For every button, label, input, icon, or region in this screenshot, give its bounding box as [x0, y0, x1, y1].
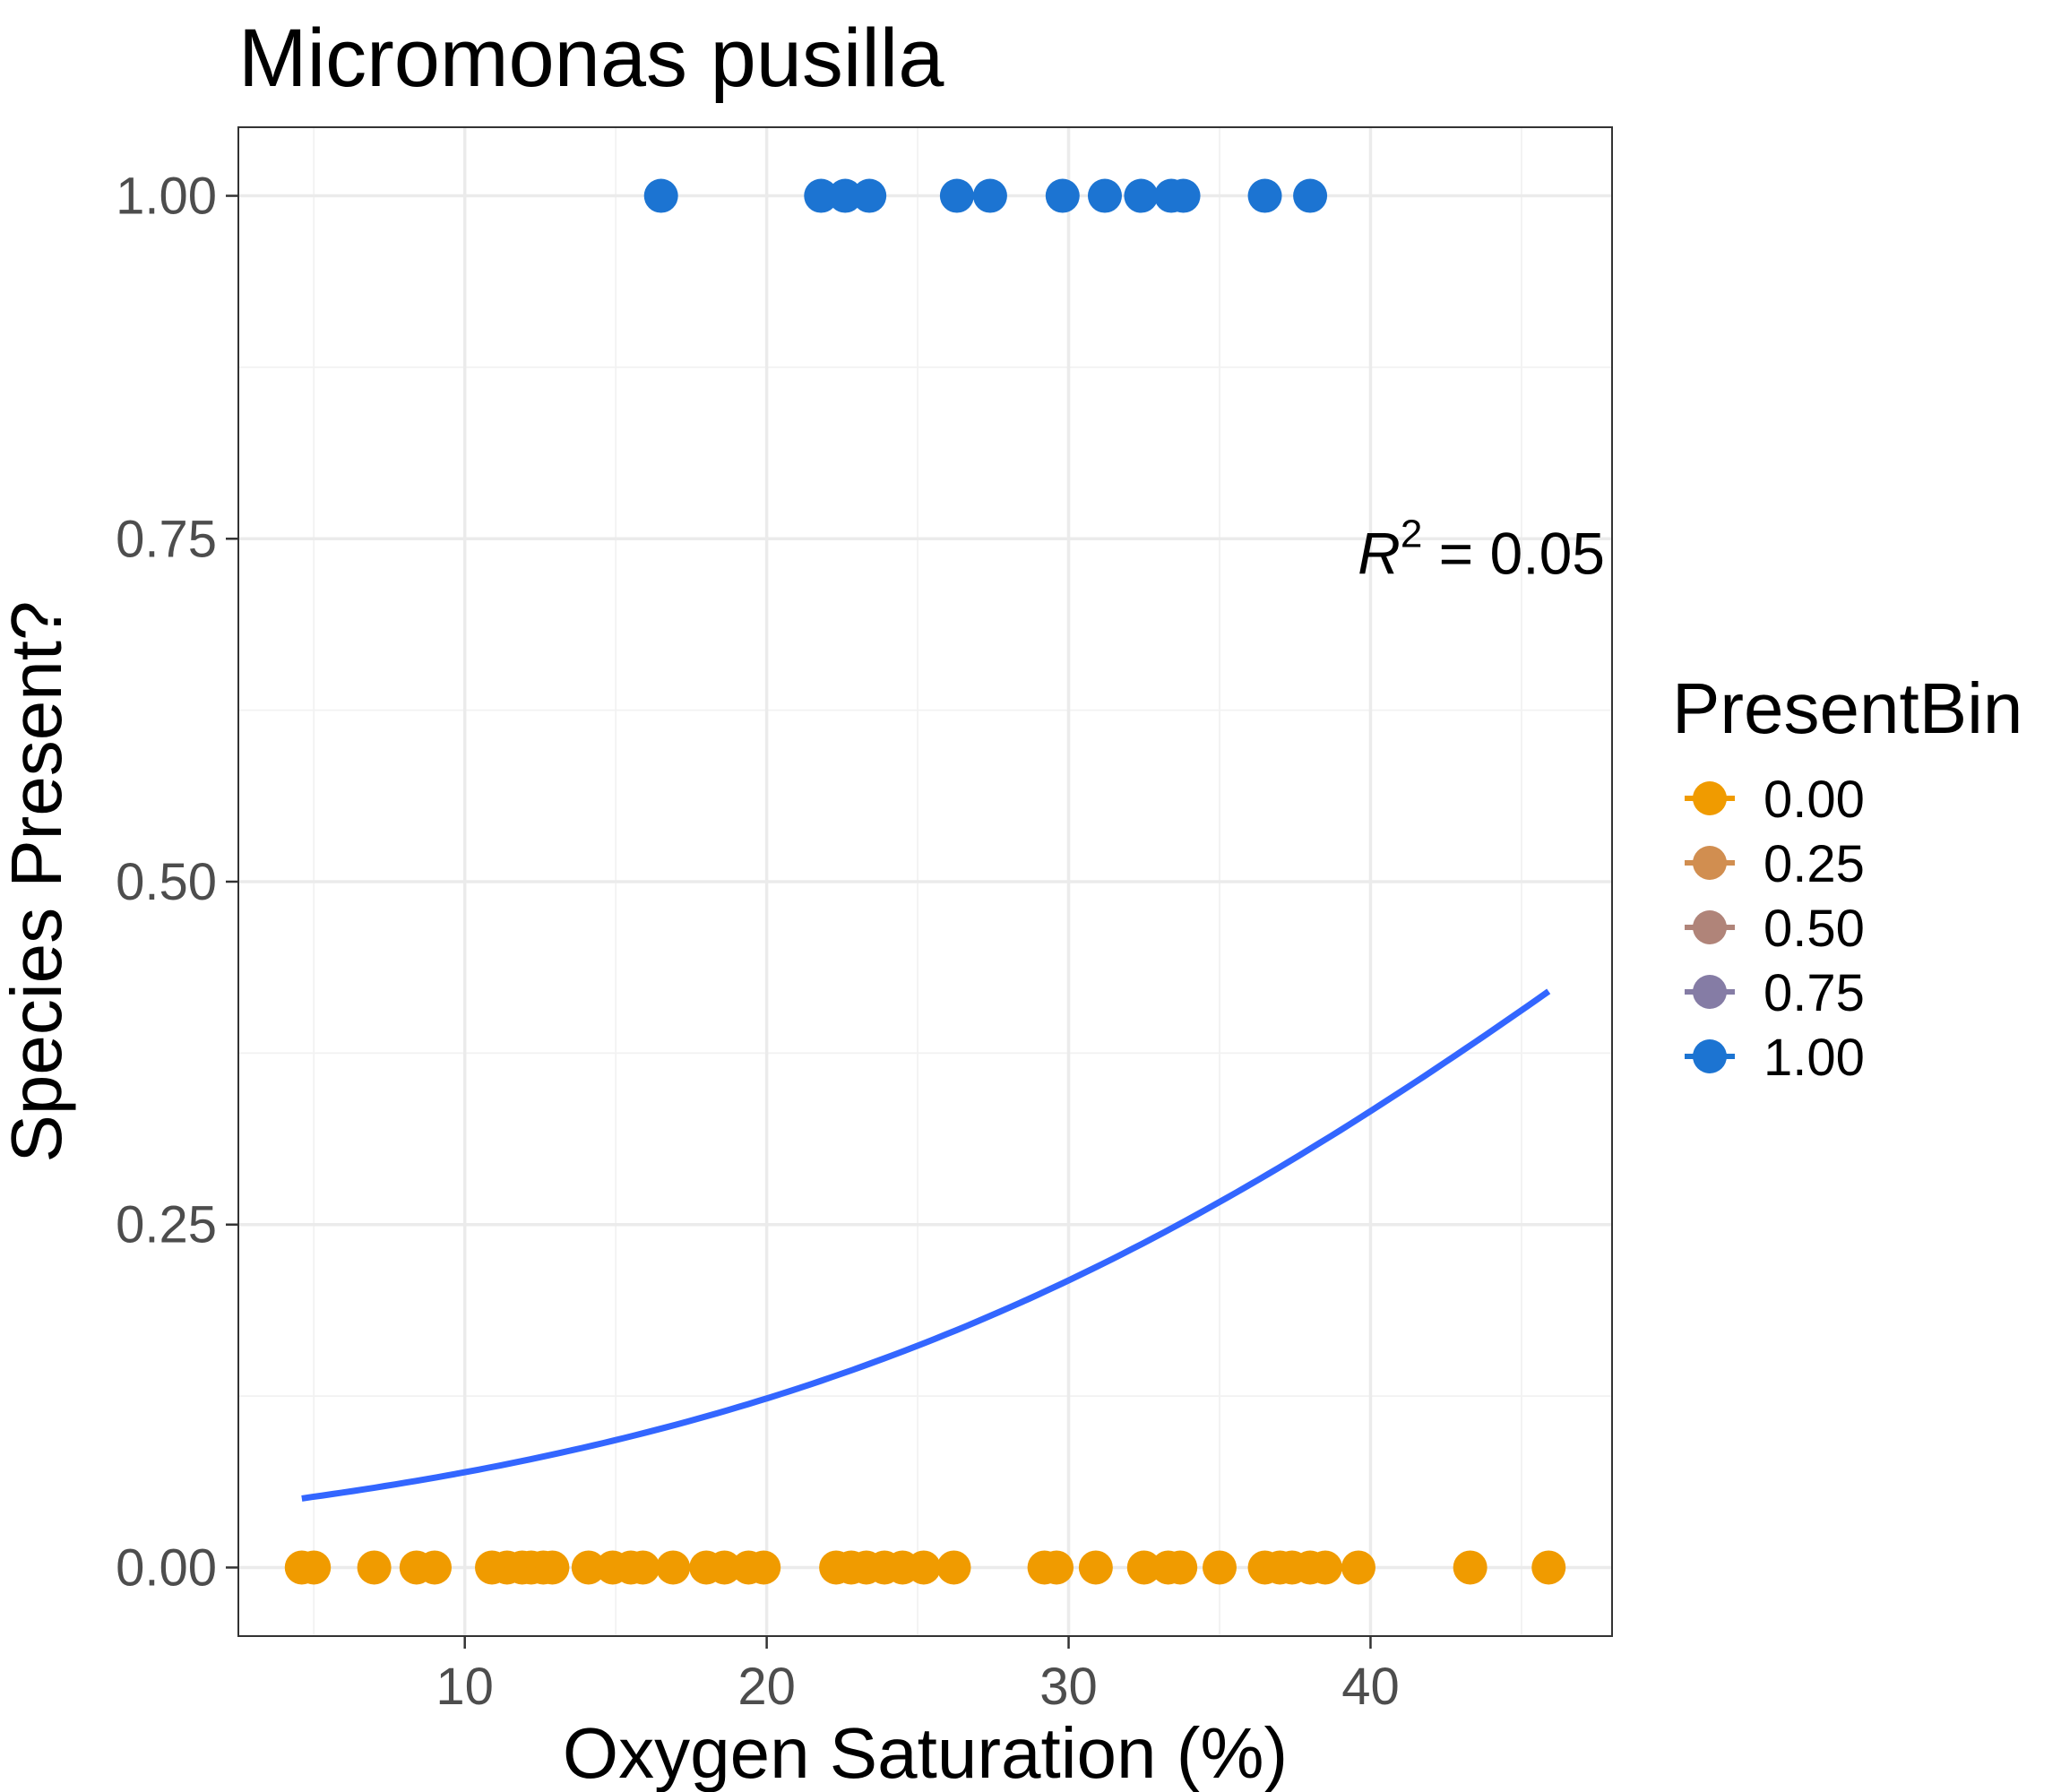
logistic-fit-curve — [301, 988, 1551, 1502]
data-point — [852, 178, 887, 213]
data-point — [746, 1550, 781, 1585]
chart-title: Micromonas pusilla — [238, 13, 944, 104]
data-point — [804, 178, 839, 213]
legend-items: 0.00 0.25 0.50 0.75 1.00 — [1685, 771, 1865, 1087]
data-point — [1078, 1550, 1113, 1585]
data-point — [1039, 1550, 1074, 1585]
legend-label: 0.75 — [1763, 964, 1865, 1022]
legend-key-point — [1693, 1039, 1727, 1073]
data-point — [643, 178, 678, 213]
data-point — [972, 178, 1007, 213]
data-point — [418, 1550, 452, 1585]
legend-title: PresentBin — [1672, 668, 2022, 748]
data-point — [1163, 1550, 1198, 1585]
y-axis-ticks: 0.00 0.25 0.50 0.75 1.00 — [116, 168, 238, 1597]
data-point — [1453, 1550, 1488, 1585]
data-point — [1124, 178, 1159, 213]
x-axis-title: Oxygen Saturation (%) — [563, 1713, 1288, 1792]
data-point — [1307, 1550, 1342, 1585]
data-point — [297, 1550, 332, 1585]
annotation-base: R — [1358, 521, 1401, 587]
legend-label: 0.50 — [1763, 900, 1865, 958]
data-points-layer — [284, 178, 1566, 1585]
annotation-superscript: 2 — [1401, 513, 1422, 556]
r-squared-annotation: R2 = 0.05 — [1358, 513, 1605, 587]
data-point — [939, 178, 974, 213]
legend-key-point — [1693, 975, 1727, 1009]
legend: PresentBin 0.00 0.25 0.50 0.75 1.00 — [1672, 668, 2022, 1087]
data-point — [1293, 178, 1328, 213]
legend-label: 1.00 — [1763, 1029, 1865, 1087]
data-point — [828, 178, 863, 213]
major-gridlines — [238, 127, 1612, 1636]
y-tick-label: 0.75 — [116, 510, 217, 568]
x-tick-label: 10 — [435, 1658, 494, 1716]
data-point — [625, 1550, 660, 1585]
legend-key-point — [1693, 781, 1727, 815]
y-tick-label: 0.00 — [116, 1538, 217, 1597]
y-tick-label: 0.25 — [116, 1196, 217, 1254]
x-tick-label: 30 — [1039, 1658, 1098, 1716]
x-tick-label: 40 — [1341, 1658, 1400, 1716]
y-tick-label: 1.00 — [116, 168, 217, 226]
data-point — [1045, 178, 1080, 213]
y-tick-label: 0.50 — [116, 853, 217, 911]
data-point — [906, 1550, 941, 1585]
data-point — [656, 1550, 691, 1585]
data-point — [1087, 178, 1122, 213]
annotation-value: = 0.05 — [1422, 521, 1605, 587]
legend-key-point — [1693, 846, 1727, 880]
data-point — [1341, 1550, 1375, 1585]
data-point — [1166, 178, 1201, 213]
fit-curve-layer — [301, 988, 1551, 1502]
legend-label: 0.00 — [1763, 771, 1865, 829]
y-axis-title: Species Present? — [0, 600, 76, 1162]
legend-key-point — [1693, 910, 1727, 944]
data-point — [357, 1550, 392, 1585]
data-point — [1247, 178, 1282, 213]
data-point — [571, 1550, 606, 1585]
data-point — [936, 1550, 971, 1585]
data-point — [1126, 1550, 1161, 1585]
data-point — [1203, 1550, 1237, 1585]
data-point — [707, 1550, 742, 1585]
legend-label: 0.25 — [1763, 835, 1865, 893]
x-tick-label: 20 — [737, 1658, 796, 1716]
x-axis-ticks: 10 20 30 40 — [435, 1636, 1400, 1716]
data-point — [535, 1550, 570, 1585]
data-point — [1531, 1550, 1566, 1585]
